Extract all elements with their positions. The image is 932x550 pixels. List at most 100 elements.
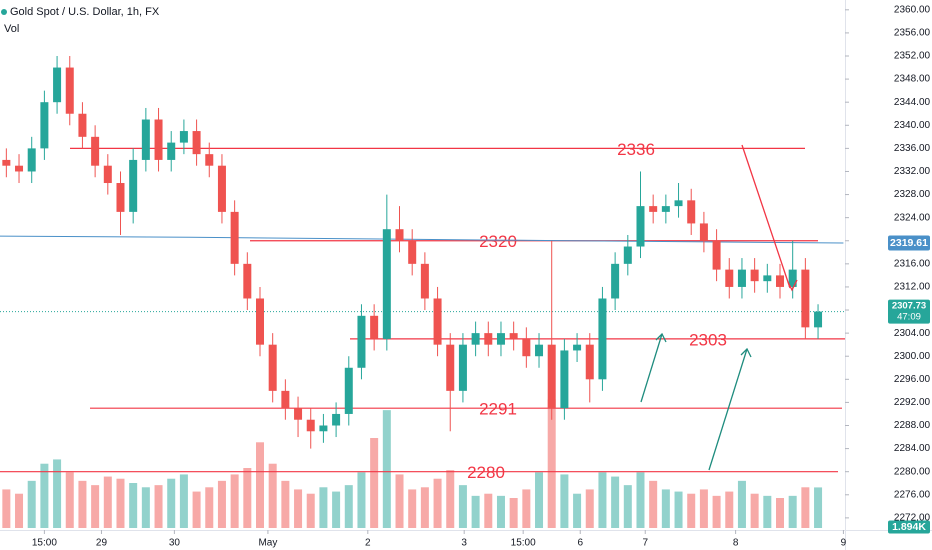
ma-price-badge-text: 2319.61 (890, 237, 928, 249)
volume-bar (40, 463, 49, 528)
candle-body (230, 211, 239, 264)
volume-bar (598, 472, 607, 528)
volume-bar (737, 480, 746, 528)
level-label: 2336 (617, 140, 655, 159)
y-tick-label: 2336.00 (894, 143, 931, 154)
volume-bar (814, 487, 823, 528)
volume-bar (471, 495, 480, 528)
volume-bar (294, 489, 303, 528)
candle-body (78, 113, 87, 137)
volume-bar (776, 498, 784, 528)
candle-body (154, 119, 163, 160)
candle-body (712, 240, 721, 270)
volume-bar (357, 472, 366, 528)
y-tick-label: 2352.00 (894, 51, 931, 62)
arrow-head (740, 347, 752, 358)
candle-body (661, 206, 670, 212)
volume-bar (623, 485, 632, 528)
volume-bar (53, 459, 62, 528)
volume-bar (661, 489, 670, 528)
candle-body (585, 344, 594, 380)
candle-body (306, 419, 315, 432)
candle-body (522, 338, 531, 357)
candle-body (776, 275, 784, 287)
last-price-badge-text: 2307.73 (892, 301, 926, 312)
candle-body (281, 390, 290, 409)
volume-bar (725, 491, 734, 528)
arrow-head (655, 332, 667, 343)
candle-body (547, 344, 556, 409)
candle-body (395, 229, 404, 241)
y-tick-label: 2300.00 (894, 351, 931, 362)
candle-body (15, 165, 24, 172)
x-tick-label: 2 (365, 538, 371, 549)
level-label: 2291 (479, 400, 517, 419)
volume-bar (179, 474, 188, 528)
volume-bar (192, 491, 201, 528)
volume-badge-text: 1.894K (892, 521, 926, 533)
volume-bar (382, 410, 391, 528)
level-label: 2320 (479, 232, 517, 251)
chart-title: Gold Spot / U.S. Dollar, 1h, FX (10, 6, 160, 18)
y-tick-label: 2344.00 (894, 97, 931, 108)
candle-body (560, 350, 569, 409)
candle-body (179, 131, 188, 143)
candle-body (573, 344, 582, 351)
candle-body (788, 269, 797, 287)
volume-bar (573, 493, 582, 528)
last-price-badge-text: 47:09 (897, 312, 921, 323)
ma-price-badge (888, 235, 930, 251)
y-tick-label: 2276.00 (894, 489, 931, 500)
y-tick-label: 2328.00 (894, 189, 931, 200)
drawn-line (741, 144, 791, 289)
volume-bar (395, 474, 404, 528)
volume-bar (306, 493, 315, 528)
y-tick-label: 2360.00 (894, 4, 931, 15)
last-price-badge (888, 299, 930, 324)
candle-body (357, 315, 366, 368)
x-tick-label: 6 (577, 538, 583, 549)
volume-bar (230, 474, 239, 528)
candle-body (636, 206, 645, 247)
volume-bar (65, 472, 74, 528)
volume-bar (750, 493, 759, 528)
candle-body (332, 413, 341, 426)
candle-body (687, 200, 696, 224)
candle-body (40, 102, 49, 149)
candle-body (408, 240, 417, 264)
x-tick-label: 15:00 (511, 538, 536, 549)
candle-body (103, 165, 112, 184)
candle-body (382, 229, 391, 339)
volume-bar (78, 480, 87, 528)
level-label: 2303 (689, 330, 727, 349)
candle-body (598, 298, 607, 380)
candle-body (167, 142, 176, 160)
candle-body (141, 119, 150, 160)
y-tick-label: 2280.00 (894, 466, 931, 477)
y-tick-label: 2348.00 (894, 74, 931, 85)
x-tick-label: May (258, 538, 277, 549)
x-tick-label: 9 (841, 538, 847, 549)
volume-bar (420, 487, 429, 528)
volume-bar (433, 478, 442, 528)
candle-body (420, 263, 429, 299)
x-tick-label: 29 (96, 538, 108, 549)
volume-bar (281, 480, 290, 528)
volume-bar (547, 399, 556, 528)
candle-body (243, 263, 252, 299)
volume-bar (370, 438, 379, 528)
volume-bar (560, 474, 569, 528)
arrow (640, 333, 663, 403)
volume-bar (674, 491, 683, 528)
y-tick-label: 2340.00 (894, 120, 931, 131)
volume-badge (888, 520, 930, 534)
y-tick-label: 2296.00 (894, 374, 931, 385)
volume-bar (687, 493, 696, 528)
x-tick-label: 8 (733, 538, 739, 549)
volume-bar (801, 487, 810, 528)
volume-bar (458, 485, 467, 528)
volume-bar (446, 470, 455, 528)
y-tick-label: 2272.00 (894, 513, 931, 524)
